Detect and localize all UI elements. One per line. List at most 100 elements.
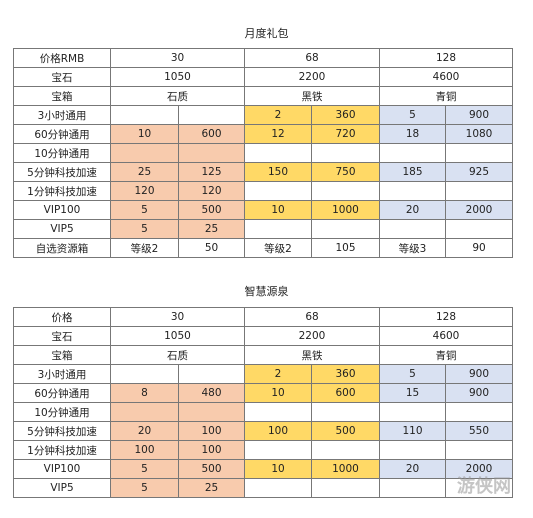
- value-cell: [444, 143, 514, 163]
- table-row: 5分钟科技加速 20 100 100 500 110 550: [13, 421, 514, 441]
- price-cell: 68: [244, 307, 380, 327]
- gems-cell: 1050: [110, 67, 245, 87]
- row-label: 60分钟通用: [13, 124, 111, 144]
- price-row: 价格RMB 30 68 128: [13, 48, 514, 68]
- value-cell: 20: [379, 200, 446, 220]
- price-cell: 30: [110, 48, 245, 68]
- value-cell: 5: [110, 200, 179, 220]
- table-row: VIP100 5 500 10 1000 20 2000: [13, 459, 514, 479]
- value-cell: 600: [178, 124, 245, 144]
- table-row: 3小时通用 2 360 5 900: [13, 105, 514, 125]
- table-row: VIP100 5 500 10 1000 20 2000: [13, 200, 514, 220]
- chest-label: 宝箱: [13, 86, 111, 106]
- value-cell: 360: [311, 105, 380, 125]
- row-label: VIP5: [13, 219, 111, 239]
- table-title-monthly: 月度礼包: [244, 27, 289, 40]
- value-cell: [244, 478, 312, 498]
- value-cell: 12: [244, 124, 312, 144]
- value-cell: 105: [311, 238, 380, 258]
- price-cell: 68: [244, 48, 380, 68]
- gems-cell: 4600: [378, 326, 514, 346]
- value-cell: [379, 402, 446, 422]
- value-cell: [178, 143, 245, 163]
- watermark: 游侠网: [457, 476, 511, 497]
- table-row: 自选资源箱 等级2 50 等级2 105 等级3 90: [13, 238, 514, 258]
- value-cell: 1000: [311, 459, 380, 479]
- value-cell: [444, 402, 514, 422]
- value-cell: [244, 219, 312, 239]
- table-title-wisdom: 智慧源泉: [244, 285, 289, 298]
- value-cell: 90: [444, 238, 514, 258]
- value-cell: [110, 143, 179, 163]
- value-cell: 10: [244, 383, 312, 403]
- value-cell: 480: [178, 383, 245, 403]
- chest-row: 宝箱 石质 黑铁 青铜: [13, 86, 514, 106]
- table-row: VIP5 5 25: [13, 478, 514, 498]
- price-label: 价格: [13, 307, 111, 327]
- table-row: VIP5 5 25: [13, 219, 514, 239]
- value-cell: 720: [311, 124, 380, 144]
- price-label: 价格RMB: [13, 48, 111, 68]
- value-cell: [178, 364, 245, 384]
- value-cell: 2: [244, 105, 312, 125]
- value-cell: [379, 440, 446, 460]
- value-cell: [311, 219, 380, 239]
- gems-cell: 2200: [244, 67, 380, 87]
- value-cell: [110, 105, 179, 125]
- value-cell: 2000: [444, 200, 514, 220]
- value-cell: 750: [311, 162, 380, 182]
- table-row: 1分钟科技加速 100 100: [13, 440, 514, 460]
- value-cell: 15: [379, 383, 446, 403]
- value-cell: 150: [244, 162, 312, 182]
- chest-cell: 黑铁: [244, 86, 380, 106]
- value-cell: 10: [110, 124, 179, 144]
- row-label: 自选资源箱: [13, 238, 111, 258]
- value-cell: 900: [444, 383, 514, 403]
- row-label: VIP100: [13, 200, 111, 220]
- row-label: VIP5: [13, 478, 111, 498]
- row-label: 5分钟科技加速: [13, 421, 111, 441]
- row-label: 10分钟通用: [13, 402, 111, 422]
- chest-cell: 黑铁: [244, 345, 380, 365]
- value-cell: 100: [178, 440, 245, 460]
- value-cell: [244, 181, 312, 201]
- price-cell: 128: [378, 307, 514, 327]
- value-cell: 550: [444, 421, 514, 441]
- chest-cell: 石质: [110, 86, 245, 106]
- value-cell: [110, 402, 179, 422]
- value-cell: 2: [244, 364, 312, 384]
- value-cell: 25: [178, 478, 245, 498]
- value-cell: 100: [110, 440, 179, 460]
- table-row: 60分钟通用 8 480 10 600 15 900: [13, 383, 514, 403]
- value-cell: 100: [244, 421, 312, 441]
- value-cell: [444, 478, 514, 498]
- price-cell: 30: [110, 307, 245, 327]
- value-cell: 50: [178, 238, 245, 258]
- row-label: 1分钟科技加速: [13, 440, 111, 460]
- value-cell: 等级2: [244, 238, 312, 258]
- value-cell: [311, 440, 380, 460]
- gems-label: 宝石: [13, 67, 111, 87]
- gems-cell: 1050: [110, 326, 245, 346]
- value-cell: 1080: [444, 124, 514, 144]
- value-cell: 925: [444, 162, 514, 182]
- value-cell: 10: [244, 200, 312, 220]
- row-label: 3小时通用: [13, 105, 111, 125]
- value-cell: [311, 181, 380, 201]
- chest-cell: 青铜: [378, 86, 514, 106]
- chest-label: 宝箱: [13, 345, 111, 365]
- value-cell: 5: [379, 105, 446, 125]
- row-label: 5分钟科技加速: [13, 162, 111, 182]
- value-cell: 20: [110, 421, 179, 441]
- value-cell: 360: [311, 364, 380, 384]
- value-cell: 185: [379, 162, 446, 182]
- chest-row: 宝箱 石质 黑铁 青铜: [13, 345, 514, 365]
- price-cell: 128: [378, 48, 514, 68]
- table-row: 3小时通用 2 360 5 900: [13, 364, 514, 384]
- value-cell: [244, 143, 312, 163]
- monthly-pack-table: 价格RMB 30 68 128 宝石 1050 2200 4600 宝箱 石质 黑铁 青铜 3小时通用 2…: [13, 48, 514, 258]
- gems-cell: 2200: [244, 326, 380, 346]
- row-label: 10分钟通用: [13, 143, 111, 163]
- value-cell: 8: [110, 383, 179, 403]
- value-cell: 10: [244, 459, 312, 479]
